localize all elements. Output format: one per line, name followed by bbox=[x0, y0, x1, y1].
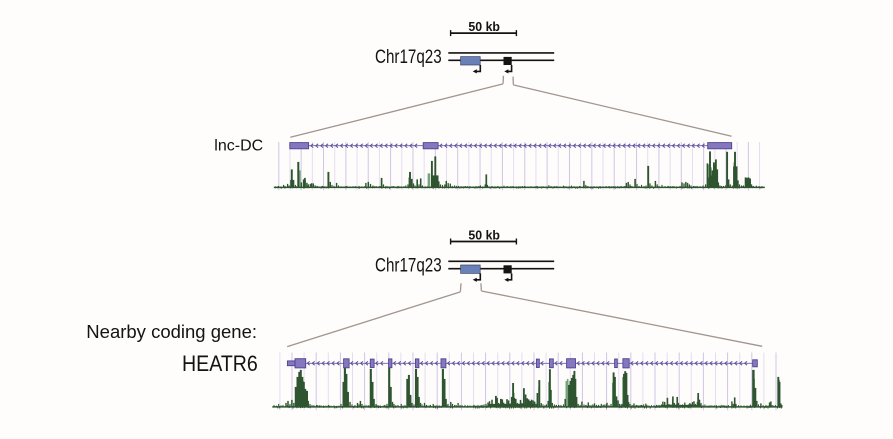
svg-text:Nearby coding gene:: Nearby coding gene: bbox=[86, 321, 257, 342]
svg-text:Chr17q23: Chr17q23 bbox=[375, 45, 442, 67]
svg-text:50 kb: 50 kb bbox=[468, 228, 500, 242]
svg-text:Chr17q23: Chr17q23 bbox=[375, 254, 442, 276]
svg-text:50 kb: 50 kb bbox=[468, 20, 500, 34]
svg-text:lnc-DC: lnc-DC bbox=[214, 138, 263, 155]
svg-text:HEATR6: HEATR6 bbox=[182, 352, 258, 376]
